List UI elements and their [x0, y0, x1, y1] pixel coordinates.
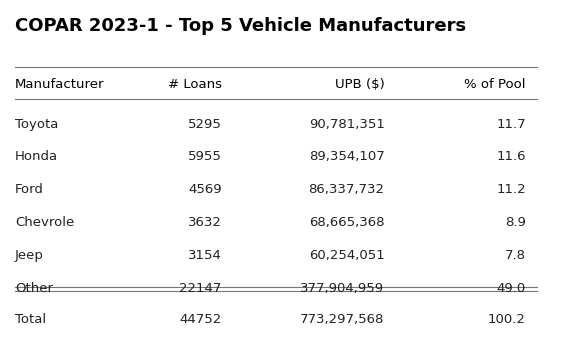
Text: # Loans: # Loans	[168, 78, 222, 91]
Text: 22147: 22147	[179, 282, 222, 295]
Text: 5955: 5955	[188, 151, 222, 163]
Text: Other: Other	[15, 282, 53, 295]
Text: Manufacturer: Manufacturer	[15, 78, 104, 91]
Text: 377,904,959: 377,904,959	[300, 282, 385, 295]
Text: 44752: 44752	[180, 313, 222, 326]
Text: Chevrole: Chevrole	[15, 216, 74, 229]
Text: Toyota: Toyota	[15, 118, 58, 131]
Text: UPB ($): UPB ($)	[335, 78, 385, 91]
Text: 60,254,051: 60,254,051	[309, 249, 385, 262]
Text: 8.9: 8.9	[505, 216, 526, 229]
Text: Ford: Ford	[15, 183, 44, 196]
Text: 49.0: 49.0	[496, 282, 526, 295]
Text: Total: Total	[15, 313, 46, 326]
Text: 3154: 3154	[188, 249, 222, 262]
Text: 773,297,568: 773,297,568	[300, 313, 385, 326]
Text: 7.8: 7.8	[505, 249, 526, 262]
Text: Honda: Honda	[15, 151, 58, 163]
Text: 11.6: 11.6	[496, 151, 526, 163]
Text: 11.2: 11.2	[496, 183, 526, 196]
Text: COPAR 2023-1 - Top 5 Vehicle Manufacturers: COPAR 2023-1 - Top 5 Vehicle Manufacture…	[15, 17, 466, 35]
Text: 90,781,351: 90,781,351	[309, 118, 385, 131]
Text: 11.7: 11.7	[496, 118, 526, 131]
Text: % of Pool: % of Pool	[465, 78, 526, 91]
Text: Jeep: Jeep	[15, 249, 44, 262]
Text: 68,665,368: 68,665,368	[309, 216, 385, 229]
Text: 5295: 5295	[188, 118, 222, 131]
Text: 4569: 4569	[188, 183, 222, 196]
Text: 89,354,107: 89,354,107	[309, 151, 385, 163]
Text: 100.2: 100.2	[488, 313, 526, 326]
Text: 3632: 3632	[188, 216, 222, 229]
Text: 86,337,732: 86,337,732	[308, 183, 385, 196]
